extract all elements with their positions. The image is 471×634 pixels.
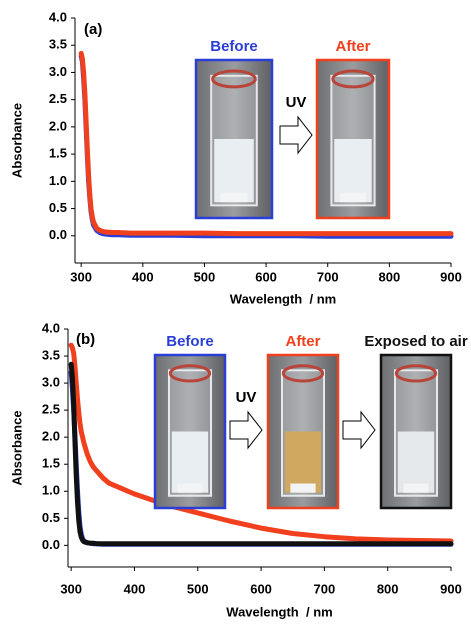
- x-tick-label: 400: [124, 581, 146, 596]
- photo-frame: [315, 58, 391, 220]
- y-tick-label: 1.5: [49, 146, 67, 161]
- x-tick-label: 800: [379, 269, 401, 284]
- cuvette-glass: [330, 74, 376, 207]
- y-tick-label: 4.0: [49, 9, 67, 24]
- panel-label: (b): [76, 331, 95, 348]
- x-tick-label: 900: [440, 581, 462, 596]
- y-tick-label: 2.5: [49, 91, 67, 106]
- y-tick-label: 1.0: [42, 483, 60, 498]
- x-tick-label: 800: [377, 581, 399, 596]
- cuvette-stir: [177, 483, 203, 493]
- annotation: UV: [286, 94, 307, 111]
- photo-frame: [379, 353, 453, 510]
- cuvette-stir: [290, 483, 316, 493]
- arrow: [342, 410, 376, 450]
- cuvette-glass: [394, 369, 438, 497]
- cuvette-cap: [331, 69, 375, 89]
- cuvette-cap: [211, 69, 257, 89]
- legend-label: Before: [166, 333, 214, 350]
- cuvette-cap: [394, 364, 438, 383]
- x-tick-label: 300: [70, 269, 92, 284]
- arrow: [279, 115, 313, 155]
- x-axis-title: Wavelength / nm: [226, 604, 332, 619]
- legend-label: After: [285, 333, 320, 350]
- y-tick-label: 0.0: [49, 227, 67, 242]
- y-tick-label: 0.0: [42, 537, 60, 552]
- y-tick-label: 2.0: [42, 429, 60, 444]
- y-axis-title: Absorbance: [9, 103, 24, 178]
- cuvette-glass: [168, 369, 212, 497]
- legend-label: After: [335, 38, 370, 55]
- x-tick-label: 500: [187, 581, 209, 596]
- y-tick-label: 0.5: [42, 510, 60, 525]
- x-tick-label: 600: [255, 269, 277, 284]
- y-tick-label: 2.5: [42, 402, 60, 417]
- cuvette-liquid: [334, 139, 372, 203]
- cuvette-glass: [281, 369, 325, 497]
- legend-label: Exposed to air: [364, 333, 468, 350]
- data-line: [68, 361, 454, 547]
- x-tick-label: 300: [60, 581, 82, 596]
- cuvette-liquid: [214, 139, 254, 203]
- x-tick-label: 600: [250, 581, 272, 596]
- y-tick-label: 3.0: [49, 64, 67, 79]
- cuvette-stir: [340, 192, 366, 203]
- x-tick-label: 700: [314, 581, 336, 596]
- y-tick-label: 0.5: [49, 200, 67, 215]
- y-tick-label: 3.5: [42, 347, 60, 362]
- y-tick-label: 1.5: [42, 456, 60, 471]
- y-tick-label: 3.0: [42, 375, 60, 390]
- photo-frame: [194, 58, 274, 220]
- cuvette-cap: [281, 364, 325, 383]
- photo-frame: [266, 353, 340, 510]
- y-axis-title: Absorbance: [9, 410, 24, 485]
- arrow: [229, 410, 263, 450]
- cuvette-liquid: [171, 431, 209, 493]
- y-tick-label: 4.0: [42, 320, 60, 335]
- x-tick-label: 700: [317, 269, 339, 284]
- data-line: [68, 342, 454, 544]
- x-axis-title: Wavelength / nm: [230, 291, 336, 306]
- panel-label: (a): [84, 21, 102, 38]
- y-tick-label: 3.5: [49, 37, 67, 52]
- cuvette-stir: [403, 483, 429, 493]
- x-tick-label: 500: [194, 269, 216, 284]
- cuvette-stir: [220, 192, 248, 203]
- cuvette-liquid: [397, 431, 435, 493]
- legend-label: Before: [210, 38, 258, 55]
- y-tick-label: 2.0: [49, 118, 67, 133]
- x-tick-label: 400: [132, 269, 154, 284]
- photo-frame: [153, 353, 227, 510]
- y-tick-label: 1.0: [49, 173, 67, 188]
- cuvette-liquid: [284, 431, 322, 493]
- cuvette-cap: [168, 364, 212, 383]
- x-tick-label: 900: [440, 269, 462, 284]
- cuvette-glass: [210, 74, 258, 207]
- data-line: [78, 50, 454, 237]
- annotation: UV: [236, 389, 257, 406]
